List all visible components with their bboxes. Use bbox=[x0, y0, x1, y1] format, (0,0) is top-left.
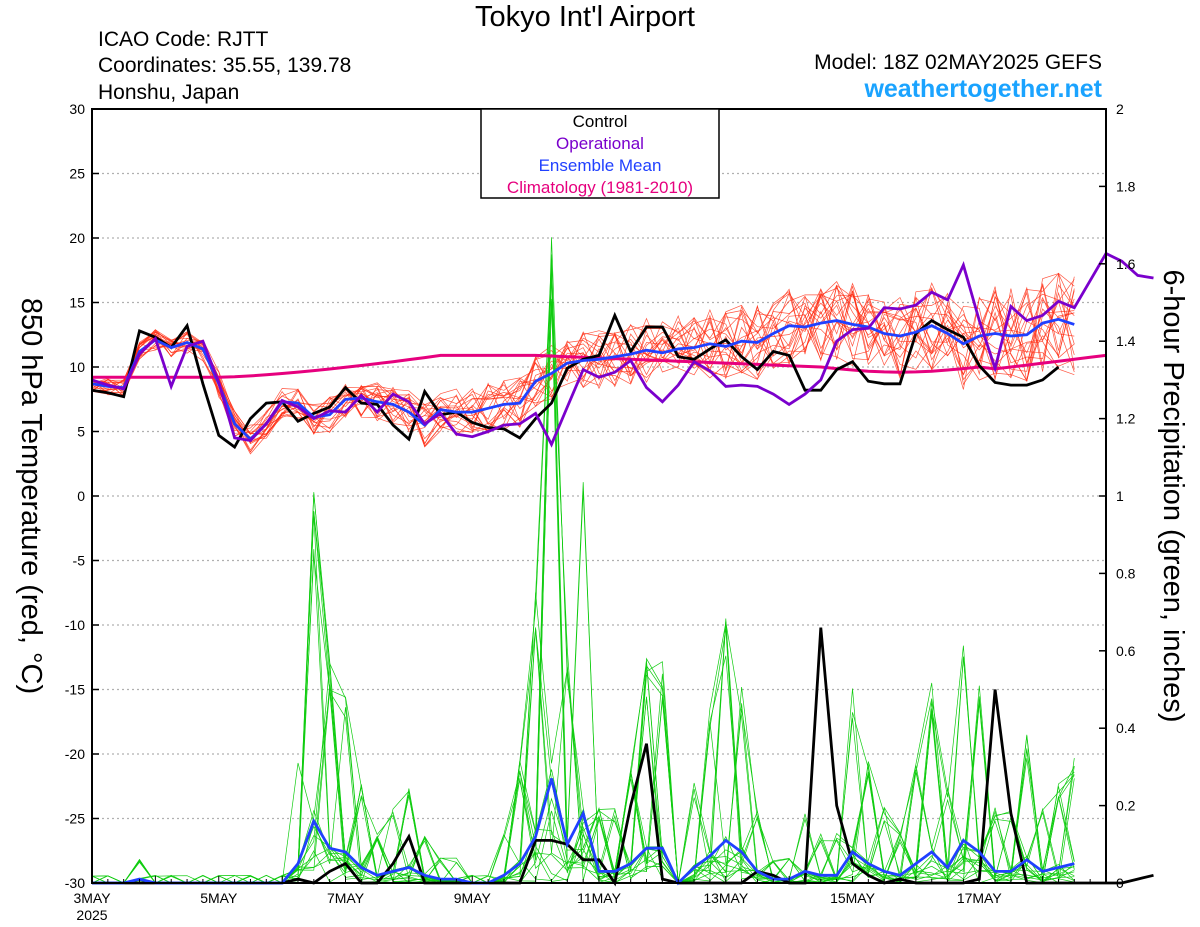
x-tick-label: 9MAY bbox=[454, 890, 492, 906]
x-tick-label: 15MAY bbox=[830, 890, 876, 906]
right-tick-label: 0.8 bbox=[1116, 565, 1136, 581]
temperature-control-line bbox=[91, 311, 1060, 450]
left-tick-label: -25 bbox=[65, 811, 85, 827]
legend-entry: Control bbox=[573, 112, 628, 131]
legend-entry: Ensemble Mean bbox=[539, 156, 662, 175]
left-axis-ticks: 30 25 20 15 10 5 0 -5 -10 -15 -20 -25 -30 bbox=[65, 101, 99, 891]
region: Honshu, Japan bbox=[98, 81, 240, 104]
right-tick-label: 1.2 bbox=[1116, 411, 1136, 427]
legend-entry: Climatology (1981-2010) bbox=[507, 178, 693, 197]
left-tick-label: 5 bbox=[77, 424, 85, 440]
left-tick-label: 25 bbox=[69, 166, 85, 182]
x-tick-label: 5MAY bbox=[200, 890, 238, 906]
right-tick-label: 0.4 bbox=[1116, 720, 1136, 736]
left-tick-label: 10 bbox=[69, 359, 85, 375]
right-axis-ticks: 2 1.8 1.6 1.4 1.2 1 0.8 0.6 0.4 0.2 0 bbox=[1099, 101, 1136, 891]
legend: Control Operational Ensemble Mean Climatolo… bbox=[480, 108, 720, 199]
right-tick-label: 0 bbox=[1116, 875, 1124, 891]
model-run: Model: 18Z 02MAY2025 GEFS bbox=[814, 51, 1102, 74]
right-tick-label: 1.6 bbox=[1116, 256, 1136, 272]
temperature-member-line bbox=[91, 288, 1075, 445]
temperature-member-line bbox=[91, 286, 1075, 447]
left-tick-label: -20 bbox=[65, 746, 85, 762]
coordinates: Coordinates: 35.55, 139.78 bbox=[98, 54, 352, 77]
x-tick-label: 3MAY bbox=[73, 890, 111, 906]
left-tick-label: 15 bbox=[69, 295, 85, 311]
legend-entry: Operational bbox=[556, 134, 644, 153]
temperature-member-line bbox=[91, 282, 1075, 435]
chart-title: Tokyo Int'l Airport bbox=[475, 1, 695, 33]
right-tick-label: 1.8 bbox=[1116, 178, 1136, 194]
right-tick-label: 0.6 bbox=[1116, 643, 1136, 659]
temperature-member-line bbox=[91, 272, 1075, 453]
icao-code: ICAO Code: RJTT bbox=[98, 28, 269, 51]
x-tick-label: 7MAY bbox=[327, 890, 365, 906]
temperature-member-line bbox=[91, 284, 1075, 435]
left-tick-label: 20 bbox=[69, 230, 85, 246]
right-axis-label: 6-hour Precipitation (green, inches) bbox=[1157, 270, 1189, 723]
x-tick-sublabel: 2025 bbox=[76, 907, 107, 923]
left-tick-label: 30 bbox=[69, 101, 85, 117]
temperature-operational-line bbox=[91, 251, 1154, 448]
left-axis-label: 850 hPa Temperature (red, °C) bbox=[15, 298, 47, 694]
right-tick-label: 1.4 bbox=[1116, 333, 1136, 349]
right-tick-label: 0.2 bbox=[1116, 798, 1136, 814]
temperature-member-line bbox=[91, 279, 1075, 443]
legend-box bbox=[480, 108, 720, 199]
site-link[interactable]: weathertogether.net bbox=[864, 75, 1102, 103]
left-tick-label: -15 bbox=[65, 682, 85, 698]
right-tick-label: 2 bbox=[1116, 101, 1124, 117]
left-tick-label: -30 bbox=[65, 875, 85, 891]
right-tick-label: 1 bbox=[1116, 488, 1124, 504]
x-tick-label: 11MAY bbox=[577, 890, 621, 906]
left-tick-label: 0 bbox=[77, 488, 85, 504]
x-tick-label: 17MAY bbox=[957, 890, 1003, 906]
left-tick-label: -10 bbox=[65, 617, 85, 633]
temperature-member-line bbox=[91, 287, 1075, 443]
left-tick-label: -5 bbox=[73, 553, 86, 569]
x-tick-label: 13MAY bbox=[703, 890, 749, 906]
